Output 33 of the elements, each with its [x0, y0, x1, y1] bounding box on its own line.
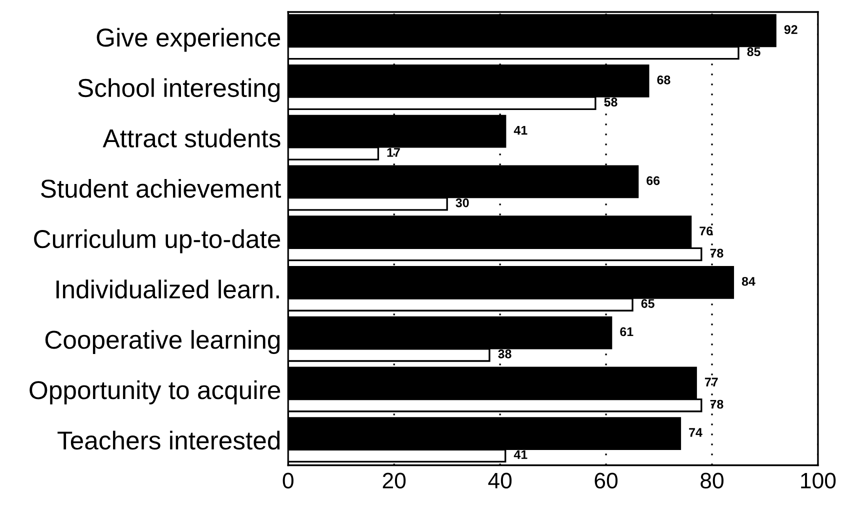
data-label: 61	[620, 327, 634, 336]
y-tick-label: Student achievement	[40, 178, 282, 198]
data-label: 58	[604, 98, 618, 106]
y-tick-label: Curriculum up-to-date	[34, 229, 280, 254]
data-label: 77	[704, 378, 718, 386]
x-tick-label: 80	[700, 472, 724, 489]
data-label: 41	[514, 126, 528, 135]
y-tick-label: Individualized learn.	[56, 280, 279, 299]
data-label: 66	[646, 176, 660, 186]
data-label: 68	[657, 75, 670, 84]
data-label: 74	[689, 428, 702, 437]
x-tick-label: 60	[594, 472, 618, 489]
data-label: 78	[710, 248, 724, 258]
x-tick-label: 20	[382, 472, 406, 489]
y-tick-label: Teachers interested	[58, 430, 280, 450]
y-tick-label: Give experience	[96, 28, 280, 52]
x-tick-label: 0	[282, 472, 294, 489]
data-label: 76	[700, 226, 713, 236]
x-tick-label: 100	[801, 472, 836, 489]
data-label: 41	[514, 450, 528, 459]
data-label: 17	[387, 148, 400, 157]
data-label: 85	[747, 47, 760, 56]
data-label: 65	[641, 299, 654, 308]
data-label: 38	[498, 349, 512, 358]
x-tick-label: 40	[488, 472, 512, 489]
data-label: 92	[784, 25, 798, 34]
data-label: 30	[456, 198, 469, 208]
data-label: 84	[742, 276, 756, 286]
y-tick-label: Attract students	[102, 128, 280, 148]
y-tick-label: School interesting	[78, 78, 280, 102]
y-tick-label: Opportunity to acquire	[30, 380, 280, 404]
data-label: 78	[710, 400, 724, 409]
y-tick-label: Cooperative learning	[45, 330, 280, 354]
